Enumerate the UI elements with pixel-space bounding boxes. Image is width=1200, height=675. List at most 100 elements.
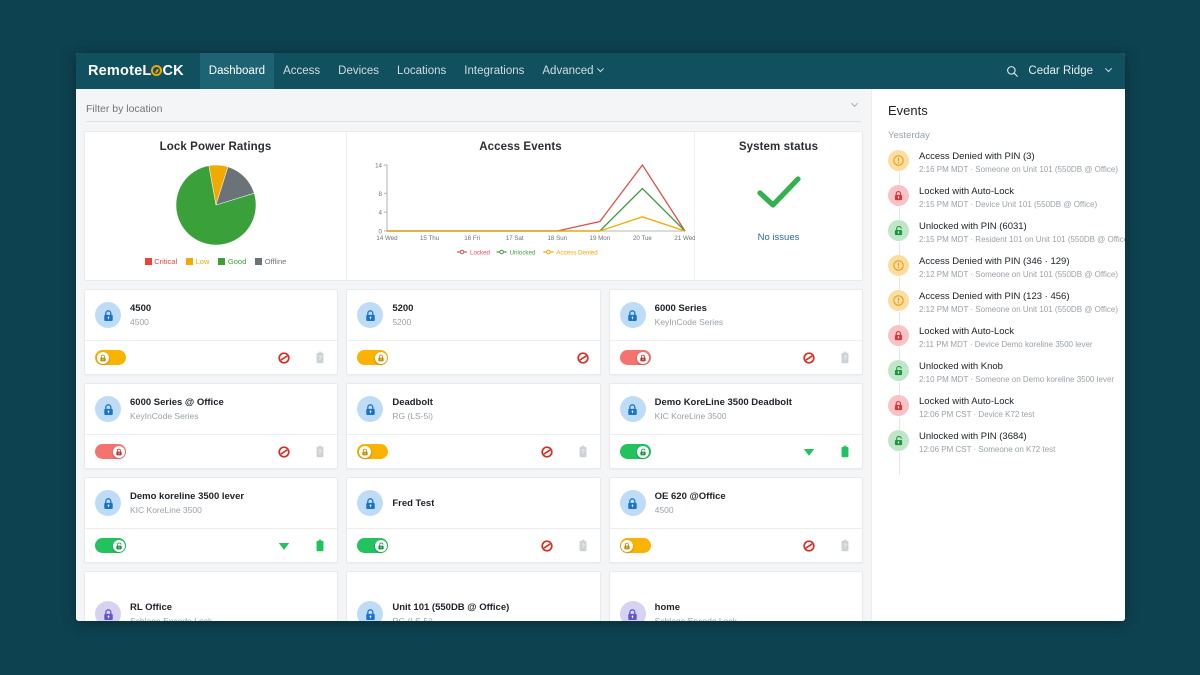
device-card[interactable]: Deadbolt RG (LS-5i) ? [346, 383, 601, 469]
events-list: Access Denied with PIN (3) 2:16 PM MDT · … [888, 150, 1125, 475]
lock-toggle[interactable] [619, 444, 651, 459]
search-icon[interactable] [1006, 65, 1019, 78]
event-item[interactable]: Unlocked with Knob 2:10 PM MDT · Someone … [888, 360, 1125, 395]
device-lock-icon [95, 302, 121, 328]
device-lock-icon [357, 490, 384, 516]
x-tick-label: 20 Tue [633, 235, 652, 242]
pie-legend-item-critical[interactable]: Critical [144, 257, 177, 266]
lock-toggle[interactable] [95, 538, 126, 553]
event-title: Access Denied with PIN (346 · 129) [919, 256, 1070, 267]
line-legend-item-access-denied[interactable]: Access Denied [543, 249, 598, 256]
charts-panel: Lock Power Ratings Critical Low Good Offlin… [84, 131, 863, 281]
legend-swatch-icon [144, 258, 152, 265]
device-card[interactable]: 6000 Series @ Office KeyInCode Series ? [84, 383, 339, 469]
nav-item-advanced[interactable]: Advanced [533, 53, 611, 89]
event-item[interactable]: Access Denied with PIN (346 · 129) 2:12 P… [888, 255, 1125, 290]
lock-toggle[interactable] [95, 444, 126, 459]
event-title: Locked with Auto-Lock [919, 396, 1015, 407]
event-item[interactable]: Locked with Auto-Lock 12:06 PM CST · Devi… [888, 395, 1125, 430]
pie-slice-offline [215, 166, 255, 206]
event-subtitle: 2:15 PM MDT · Resident 101 on Unit 101 (… [919, 235, 1125, 244]
device-card[interactable]: Demo koreline 3500 lever KIC KoreLine 350… [84, 477, 339, 563]
device-card[interactable]: Unit 101 (550DB @ Office) RG (LS-5i) [346, 571, 601, 621]
event-item[interactable]: Access Denied with PIN (3) 2:16 PM MDT · … [888, 150, 1125, 185]
filter-by-location-input[interactable] [86, 101, 861, 122]
device-card[interactable]: Demo KoreLine 3500 Deadbolt KIC KoreLine … [608, 383, 863, 469]
line-legend-item-locked[interactable]: Locked [457, 249, 491, 256]
nav-item-dashboard[interactable]: Dashboard [199, 53, 275, 89]
nav-right-group: Cedar Ridge [1006, 64, 1113, 78]
x-tick-label: 18 Sun [547, 235, 567, 242]
toggle-knob [112, 539, 125, 552]
device-card[interactable]: home Schlage Encode Lock [608, 571, 863, 621]
device-card[interactable]: OE 620 @Office 4500 ? [608, 477, 863, 563]
nav-item-devices[interactable]: Devices [338, 65, 380, 77]
device-card-controls: ? [609, 528, 862, 562]
device-name: 6000 Series [654, 303, 707, 314]
lock-toggle[interactable] [357, 350, 389, 365]
device-card-header: Fred Test [347, 478, 599, 528]
filter-bar [84, 97, 863, 126]
event-title: Access Denied with PIN (3) [919, 151, 1035, 162]
org-switcher[interactable]: Cedar Ridge [1028, 65, 1093, 77]
device-meta: OE 620 @Office 4500 [655, 491, 726, 515]
event-item[interactable]: Access Denied with PIN (123 · 456) 2:12 P… [888, 290, 1125, 325]
device-meta: Deadbolt RG (LS-5i) [392, 397, 433, 421]
event-timeline-rail [898, 452, 900, 475]
device-card-header: Unit 101 (550DB @ Office) RG (LS-5i) [347, 572, 599, 621]
device-card[interactable]: Fred Test ? [346, 477, 601, 563]
device-card-header: OE 620 @Office 4500 [610, 478, 862, 528]
chevron-down-icon[interactable] [1104, 64, 1113, 72]
legend-label: Locked [470, 249, 491, 256]
toggle-knob [96, 351, 109, 364]
nav-item-locations[interactable]: Locations [397, 65, 447, 77]
pie-legend-item-good[interactable]: Good [218, 257, 246, 266]
nav-item-access[interactable]: Access [283, 65, 321, 77]
x-tick-label: 15 Thu [420, 235, 440, 242]
battery-unknown-icon: ? [838, 351, 852, 364]
toggle-knob [358, 445, 371, 458]
device-card-header: Demo koreline 3500 lever KIC KoreLine 350… [85, 478, 337, 528]
lock-toggle[interactable] [95, 350, 126, 365]
series-line-locked [387, 163, 686, 232]
event-title: Locked with Auto-Lock [919, 186, 1015, 197]
device-lock-icon [619, 396, 646, 422]
event-item[interactable]: Unlocked with PIN (3684) 12:06 PM CST · S… [888, 430, 1125, 475]
pie-legend-item-offline[interactable]: Offline [255, 257, 286, 266]
no-issues-link[interactable]: No issues [757, 232, 800, 243]
device-meta: Demo koreline 3500 lever KIC KoreLine 350… [130, 491, 244, 515]
device-card[interactable]: RL Office Schlage Encode Lock [84, 571, 339, 621]
event-text: Locked with Auto-Lock 2:15 PM MDT · Devic… [919, 185, 1097, 209]
event-text: Unlocked with PIN (6031) 2:15 PM MDT · Re… [919, 220, 1125, 244]
device-card[interactable]: 6000 Series KeyInCode Series ? [608, 289, 863, 375]
device-status-icons: ? [802, 539, 852, 552]
lock-toggle[interactable] [619, 350, 651, 365]
device-model: 4500 [130, 317, 149, 327]
device-model: KIC KoreLine 3500 [654, 411, 727, 421]
pie-legend-item-low[interactable]: Low [186, 257, 209, 266]
event-subtitle: 12:06 PM CST · Device K72 test [919, 410, 1035, 419]
event-item[interactable]: Locked with Auto-Lock 2:15 PM MDT · Devic… [888, 185, 1125, 220]
event-subtitle: 2:15 PM MDT · Device Unit 101 (550DB @ O… [919, 200, 1098, 209]
event-item[interactable]: Locked with Auto-Lock 2:11 PM MDT · Devic… [888, 325, 1125, 360]
line-legend-item-unlocked[interactable]: Unlocked [496, 249, 536, 256]
event-timeline-rail [898, 242, 900, 255]
toggle-knob [637, 445, 650, 458]
toggle-knob [621, 539, 634, 552]
event-item[interactable]: Unlocked with PIN (6031) 2:15 PM MDT · Re… [888, 220, 1125, 255]
legend-marker-icon [499, 249, 504, 255]
lock-toggle[interactable] [357, 538, 389, 553]
events-day-label: Yesterday [888, 130, 930, 141]
lock-power-ratings-chart: Lock Power Ratings Critical Low Good Offlin… [85, 132, 347, 280]
nav-item-integrations[interactable]: Integrations [464, 65, 525, 77]
device-name: Fred Test [392, 497, 435, 509]
x-tick-label: 17 Sat [506, 235, 524, 242]
device-card[interactable]: 5200 5200 [346, 289, 601, 375]
chart-title: Access Events [479, 141, 562, 153]
brand-logo[interactable]: Remote L CK [88, 63, 184, 79]
lock-toggle[interactable] [619, 538, 651, 553]
svg-text:?: ? [843, 543, 847, 550]
device-card[interactable]: 4500 4500 ? [84, 289, 339, 375]
lock-toggle[interactable] [357, 444, 389, 459]
event-title: Locked with Auto-Lock [919, 326, 1015, 337]
